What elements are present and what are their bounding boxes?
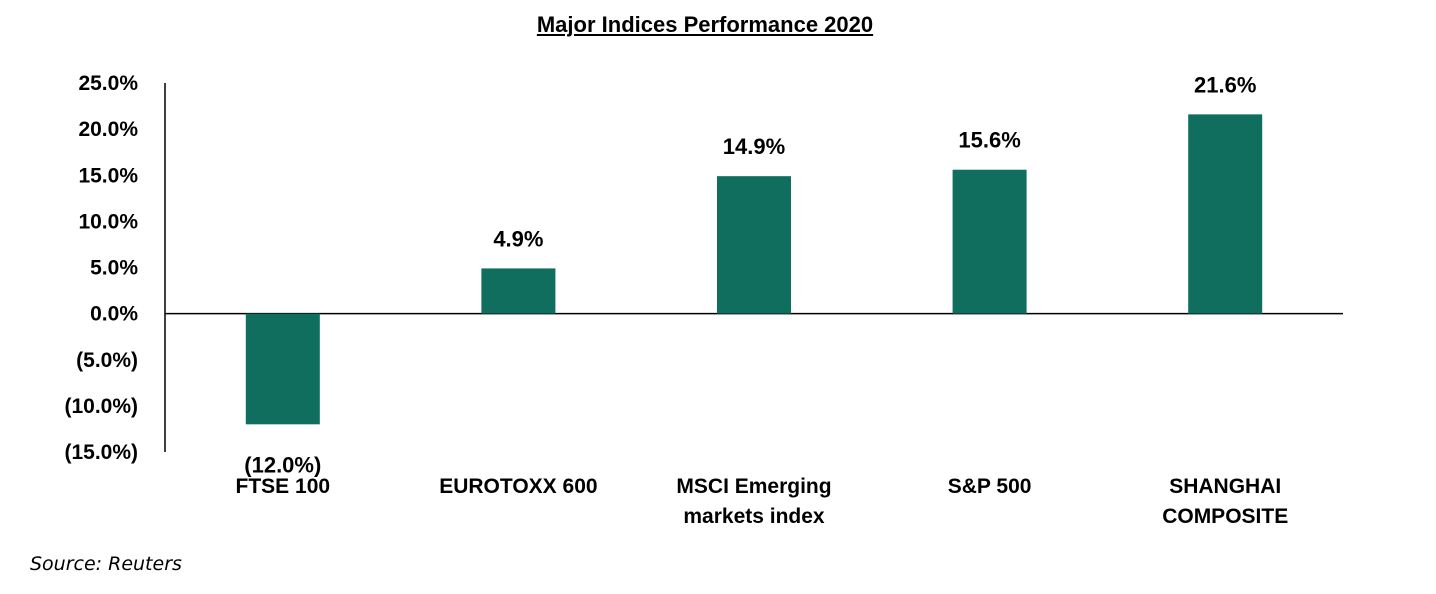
- y-tick-label: 5.0%: [90, 257, 138, 280]
- y-tick-label: 25.0%: [78, 72, 138, 95]
- data-label: (12.0%): [244, 452, 321, 477]
- data-label: 4.9%: [493, 226, 543, 251]
- source-note: Source: Reuters: [30, 553, 182, 575]
- data-label: 15.6%: [958, 128, 1020, 153]
- y-tick-label: 15.0%: [78, 164, 138, 187]
- x-tick-label: SHANGHAI: [1169, 475, 1281, 498]
- y-tick-label: 20.0%: [78, 118, 138, 141]
- x-tick-label: FTSE 100: [236, 475, 331, 498]
- bar: [717, 176, 791, 314]
- data-label: 14.9%: [723, 134, 785, 159]
- y-tick-label: (5.0%): [76, 349, 138, 372]
- x-tick-label: S&P 500: [948, 475, 1032, 498]
- x-tick-label: COMPOSITE: [1162, 505, 1288, 528]
- x-tick-label: MSCI Emerging: [676, 475, 831, 498]
- bar: [245, 313, 320, 425]
- bar: [1188, 114, 1263, 314]
- y-tick-label: 10.0%: [78, 210, 138, 233]
- y-tick-label: (10.0%): [64, 395, 138, 418]
- bar: [481, 268, 556, 314]
- x-tick-label: EUROTOXX 600: [439, 475, 597, 498]
- y-tick-label: 0.0%: [90, 303, 138, 326]
- y-tick-label: (15.0%): [64, 441, 138, 464]
- chart-title: Major Indices Performance 2020: [536, 12, 874, 37]
- x-tick-label: markets index: [683, 505, 825, 528]
- bar: [952, 169, 1027, 314]
- data-label: 21.6%: [1194, 72, 1256, 97]
